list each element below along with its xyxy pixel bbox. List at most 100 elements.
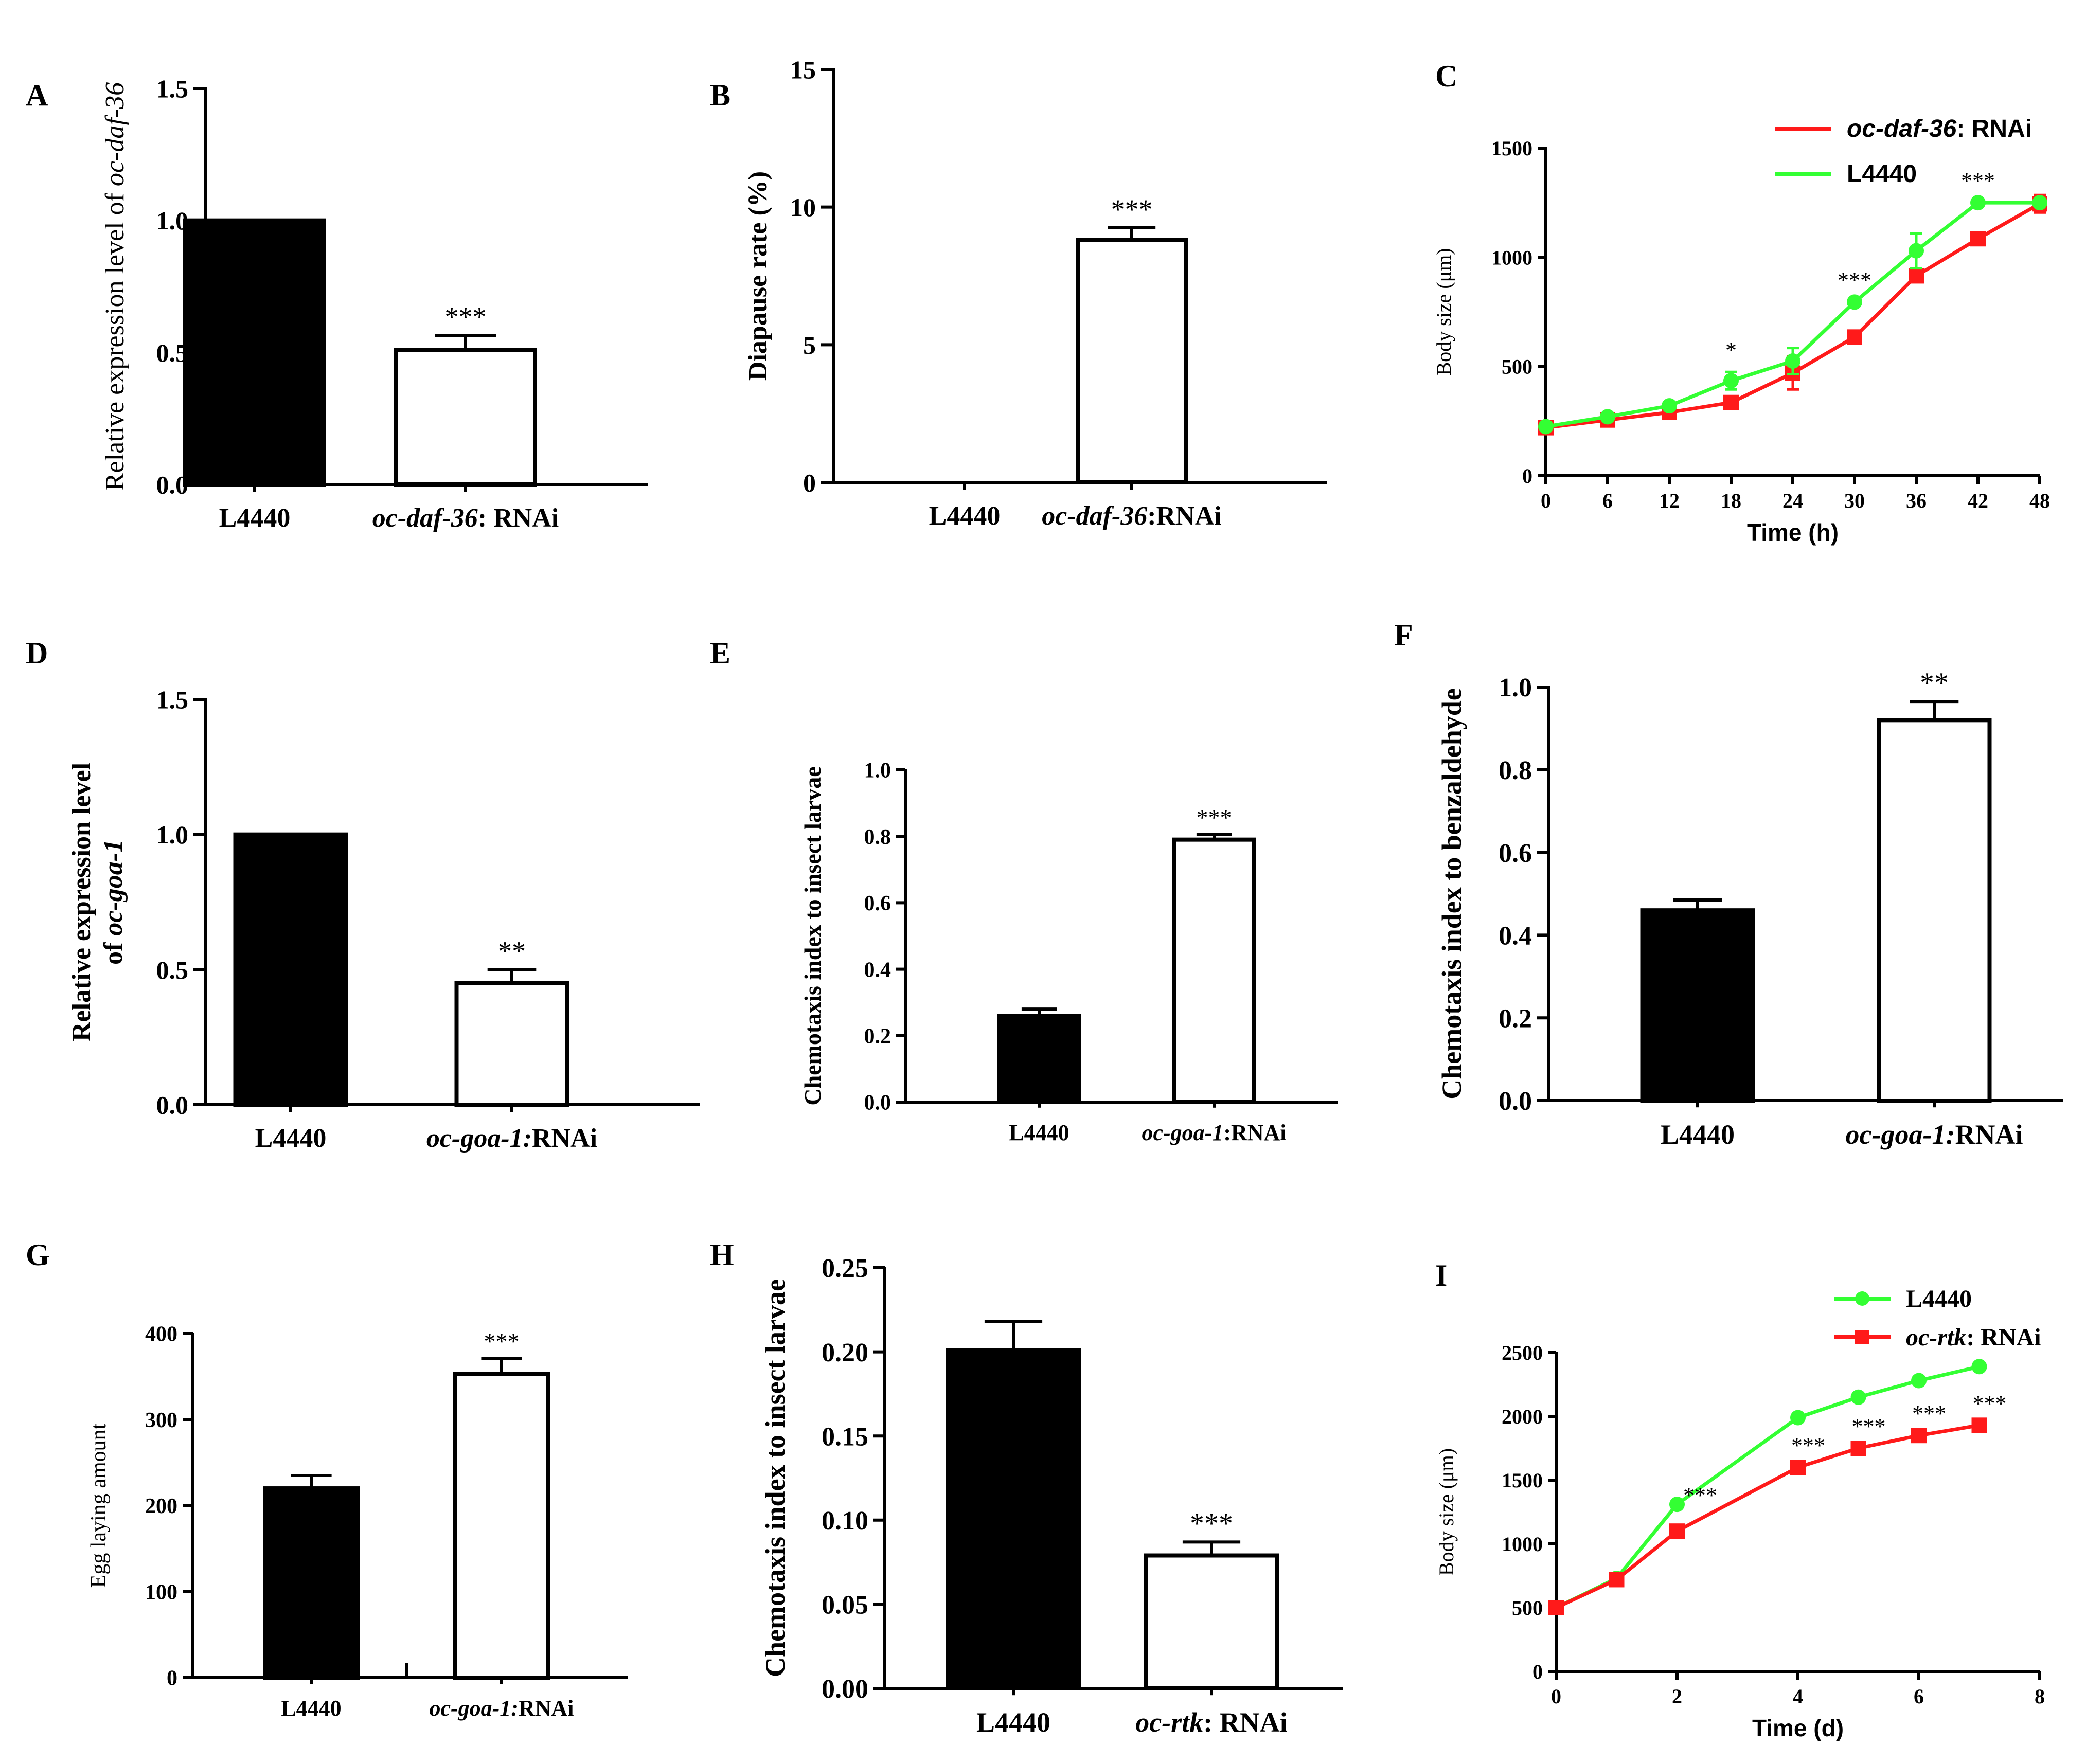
significance-label: *** [484, 1328, 520, 1355]
y-tick-label: 0.4 [864, 958, 892, 982]
legend-marker [1855, 1291, 1869, 1306]
y-tick-label: 1.0 [156, 206, 189, 235]
panel-letter: I [1435, 1258, 1447, 1292]
data-point [1911, 1373, 1927, 1389]
y-tick-label: 0.4 [1499, 922, 1532, 951]
y-tick-label: 0.2 [864, 1025, 892, 1049]
data-point [1911, 1428, 1927, 1444]
bar [233, 832, 348, 1107]
bar [453, 1372, 550, 1680]
y-tick-label: 0 [1522, 464, 1532, 488]
y-tick-label: 0 [1532, 1660, 1543, 1683]
legend-label: L4440 [1906, 1285, 1972, 1312]
legend-label: oc-daf-36: RNAi [1847, 115, 2032, 142]
y-tick-label: 0.5 [156, 338, 189, 367]
y-tick-label: 5 [803, 331, 816, 359]
y-tick-label: 0.20 [822, 1338, 868, 1367]
panel-letter: H [710, 1238, 734, 1272]
y-tick-label: 300 [145, 1409, 177, 1432]
data-point [1971, 1417, 1987, 1433]
x-tick-label: L4440 [255, 1124, 327, 1153]
x-tick-label: 2 [1672, 1685, 1682, 1708]
data-point [1971, 1359, 1987, 1375]
significance-label: *** [1197, 804, 1232, 831]
x-tick-label: oc-daf-36: RNAi [372, 503, 559, 533]
panel-i: I 0 500 1000 1500 2000 2500 Body size (μm) 0 2 4 6 8… [1435, 1258, 2045, 1741]
y-tick-label: 1.0 [1499, 673, 1532, 703]
data-point [1548, 1600, 1564, 1615]
x-tick-label: 6 [1602, 489, 1613, 512]
data-point [1790, 1460, 1806, 1475]
y-axis-label-line2: of oc-goa-1 [99, 839, 128, 965]
data-point [1669, 1523, 1685, 1539]
significance-label: * [1725, 337, 1737, 363]
significance-label: *** [1791, 1433, 1825, 1458]
bar [1640, 908, 1755, 1103]
y-axis-label: Diapause rate (%) [743, 171, 773, 381]
x-tick-label: L4440 [281, 1696, 341, 1721]
data-point [1970, 195, 1986, 211]
data-point [1785, 353, 1800, 369]
x-tick-label: oc-goa-1:RNAi [426, 1124, 597, 1153]
y-tick-label: 1.0 [864, 759, 892, 783]
panel-e: E 0.0 0.2 0.4 0.6 0.8 1.0 Chemotaxis index to i… [710, 636, 1338, 1145]
panel-c: C 0 500 1000 1500 Body size (μm) 0 6 12 18 24 30 36 4… [1432, 59, 2050, 546]
significance-label: *** [445, 301, 487, 332]
x-tick-label: 48 [2029, 489, 2050, 512]
bar [1144, 1553, 1279, 1690]
panel-letter: E [710, 636, 730, 670]
y-tick-label: 0.8 [864, 825, 892, 849]
y-tick-label: 0.05 [822, 1591, 868, 1620]
y-tick-label: 1.0 [156, 820, 189, 849]
y-tick-label: 0.6 [864, 892, 892, 915]
significance-label: *** [1961, 168, 1995, 193]
x-tick-label: 24 [1782, 489, 1803, 512]
x-axis-label: Time (h) [1747, 519, 1839, 546]
y-tick-label: 1000 [1491, 246, 1532, 269]
significance-label: *** [1838, 267, 1871, 293]
x-tick-label: L4440 [1661, 1119, 1735, 1150]
bar [454, 981, 569, 1107]
data-point [1850, 1389, 1866, 1405]
bar [1877, 718, 1992, 1103]
bar [263, 1486, 360, 1680]
x-tick-label: 30 [1844, 489, 1865, 512]
panel-letter: D [26, 636, 48, 670]
y-tick-label: 10 [790, 193, 816, 222]
x-tick-label: oc-goa-1:RNAi [1846, 1119, 2023, 1150]
legend-label: oc-rtk: RNAi [1906, 1324, 2041, 1351]
y-axis-label: Egg laying amount [87, 1423, 111, 1588]
data-point [1847, 329, 1862, 345]
y-tick-label: 0.8 [1499, 756, 1532, 785]
x-tick-label: L4440 [1009, 1120, 1069, 1145]
significance-label: *** [1852, 1414, 1886, 1439]
y-tick-label: 200 [145, 1495, 177, 1518]
y-tick-label: 0.6 [1499, 839, 1532, 868]
x-tick-label: oc-goa-1:RNAi [429, 1696, 574, 1721]
y-tick-label: 1000 [1502, 1533, 1543, 1556]
panel-g: G 0 100 200 300 400 Egg laying amount *** L4440 o… [26, 1238, 628, 1721]
legend-label: L4440 [1847, 160, 1917, 188]
x-tick-label: oc-goa-1:RNAi [1142, 1120, 1286, 1145]
panel-h: H 0.00 0.05 0.10 0.15 0.20 0.25 Chemotaxis inde… [710, 1238, 1343, 1738]
bar [997, 1014, 1081, 1105]
data-point [1970, 231, 1986, 247]
y-axis-label: Body size (μm) [1435, 1448, 1458, 1576]
legend-marker [1855, 1330, 1869, 1344]
data-point [2032, 195, 2047, 211]
significance-label: ** [498, 935, 526, 966]
panel-f: F 0.0 0.2 0.4 0.6 0.8 1.0 Chemotaxis index to b… [1394, 618, 2063, 1150]
x-tick-label: 36 [1906, 489, 1927, 512]
panel-letter: F [1394, 618, 1413, 652]
y-tick-label: 0.25 [822, 1254, 868, 1283]
y-tick-label: 1500 [1502, 1469, 1543, 1492]
data-point [1538, 419, 1554, 435]
bar [1172, 837, 1256, 1105]
y-tick-label: 0.5 [156, 956, 189, 984]
data-point [1669, 1497, 1685, 1513]
panel-b: B 0 5 10 15 Diapause rate (%) *** L4440 oc-daf-3… [710, 56, 1327, 531]
data-point [1600, 409, 1615, 425]
y-tick-label: 1500 [1491, 137, 1532, 160]
series-line [1545, 201, 2040, 428]
